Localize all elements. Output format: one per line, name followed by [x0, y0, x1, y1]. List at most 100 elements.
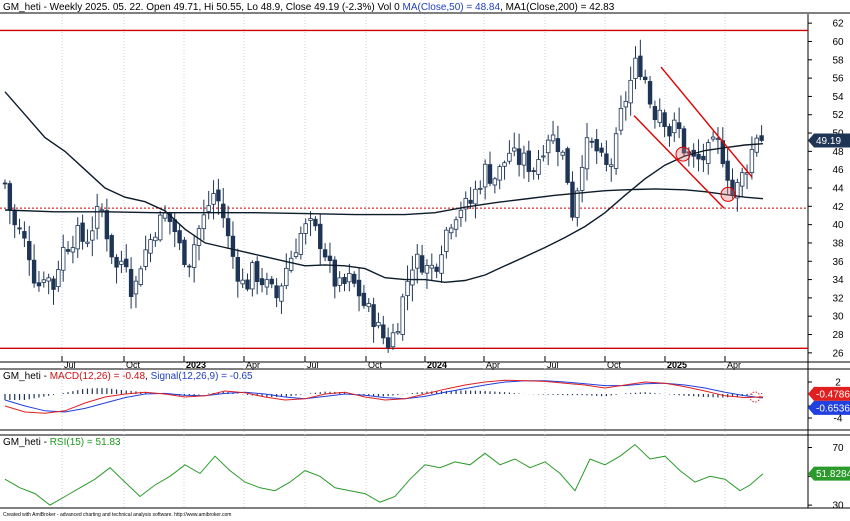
candle-body: [395, 331, 401, 334]
candle-body: [672, 119, 677, 134]
candle-body: [385, 337, 391, 349]
candle-body: [715, 138, 721, 141]
x-tick-label: Jul: [547, 360, 559, 370]
price-y-tick-label: 38: [832, 238, 844, 249]
candle-body: [458, 209, 464, 218]
price-tag-bg: [808, 133, 850, 148]
x-tick-label: Jul: [307, 360, 319, 370]
signal-tag: -0.653658: [808, 400, 850, 415]
header-separator: ,: [500, 2, 506, 13]
candle-body: [604, 153, 609, 165]
rsi-tag: 51.8284: [808, 466, 850, 481]
candle-body: [609, 164, 614, 167]
candle-body: [405, 280, 410, 297]
candle-body: [138, 268, 143, 285]
candle-body: [70, 247, 76, 253]
candle-body: [740, 172, 745, 187]
macd-header-label: MACD(12,26) = -0.48: [49, 371, 146, 382]
candle-body: [439, 254, 444, 274]
x-tick-label: 2023: [186, 360, 206, 370]
candle-body: [429, 264, 434, 269]
candle-body: [124, 258, 129, 268]
candle-body: [400, 296, 405, 335]
price-y-tick-label: 40: [832, 220, 844, 231]
price-y-tick-label: 60: [832, 37, 844, 48]
candle-body: [85, 241, 90, 244]
candle-body: [269, 278, 274, 285]
macd-tag-bg: [808, 386, 850, 401]
candle-body: [109, 235, 114, 258]
y-axes: 26283032343638404244464850525456586062-4…: [808, 19, 844, 512]
candle-body: [230, 235, 236, 257]
candle-body: [497, 166, 502, 181]
candle-body: [623, 100, 628, 108]
price-y-tick-label: 58: [832, 55, 844, 66]
candle-body: [754, 137, 759, 153]
candle-body: [7, 183, 13, 210]
candle-body: [322, 249, 328, 258]
price-y-tick-label: 46: [832, 165, 844, 176]
vertical-gridlines: [61, 14, 726, 508]
candle-body: [201, 214, 207, 230]
candle-body: [51, 278, 56, 290]
candle-body: [652, 106, 658, 121]
price-y-tick-label: 42: [832, 202, 844, 213]
candle-body: [521, 152, 527, 166]
candle-body: [259, 278, 265, 286]
candle-body: [318, 223, 323, 250]
price-header-text: GM_heti - Weekly 2025. 05. 22. Open 49.7…: [3, 2, 403, 13]
candle-body: [410, 269, 415, 286]
candle-body: [681, 128, 687, 154]
candle-body: [589, 140, 595, 143]
macd-pane: [4, 379, 764, 414]
candle-body: [27, 241, 32, 261]
candle-body: [725, 160, 730, 181]
signal-tag-text: -0.653658: [816, 403, 850, 414]
candle-body: [12, 209, 17, 226]
x-tick-label: Oct: [126, 360, 141, 370]
candle-body: [710, 136, 716, 140]
candle-body: [686, 151, 692, 154]
candle-body: [279, 285, 284, 302]
candle-body: [31, 259, 37, 284]
candle-body: [22, 231, 27, 239]
price-y-tick-label: 44: [832, 184, 844, 195]
x-tick-label: Oct: [368, 360, 383, 370]
candle-body: [211, 193, 216, 205]
candle-body: [512, 147, 517, 152]
candle-body: [264, 279, 270, 288]
candle-body: [448, 227, 454, 234]
signal-tag-bg: [808, 400, 850, 415]
candle-body: [308, 218, 313, 221]
candle-body: [250, 262, 255, 290]
candle-body: [749, 149, 755, 173]
candle-body: [662, 112, 667, 127]
x-tick-label: Apr: [727, 360, 741, 370]
price-y-tick-label: 62: [832, 19, 844, 30]
price-tag-text: 49.19: [816, 136, 841, 147]
candle-body: [667, 126, 672, 137]
x-tick-label: Apr: [486, 360, 500, 370]
rsi-tag-bg: [808, 466, 850, 481]
candle-body: [541, 155, 546, 158]
candle-body: [2, 182, 8, 185]
candle-body: [133, 280, 139, 295]
candle-body: [254, 261, 260, 282]
candle-body: [303, 223, 308, 234]
candle-body: [531, 170, 536, 172]
candle-body: [36, 282, 42, 287]
price-y-tick-label: 28: [832, 330, 844, 341]
candle-body: [80, 222, 85, 242]
candle-body: [75, 225, 80, 250]
credit-text: Created with AmiBroker - advanced charti…: [3, 512, 232, 518]
rsi-y-tick-label: 70: [832, 443, 844, 454]
candle-body: [240, 279, 245, 285]
ma50-header-label: MA(Close,50) = 48.84: [402, 2, 501, 13]
candle-body: [570, 181, 575, 218]
candle-body: [182, 239, 187, 265]
candle-body: [502, 162, 507, 167]
rsi-header-prefix: GM_heti -: [3, 437, 50, 448]
price-y-tick-label: 54: [832, 92, 844, 103]
candle-body: [565, 148, 570, 183]
